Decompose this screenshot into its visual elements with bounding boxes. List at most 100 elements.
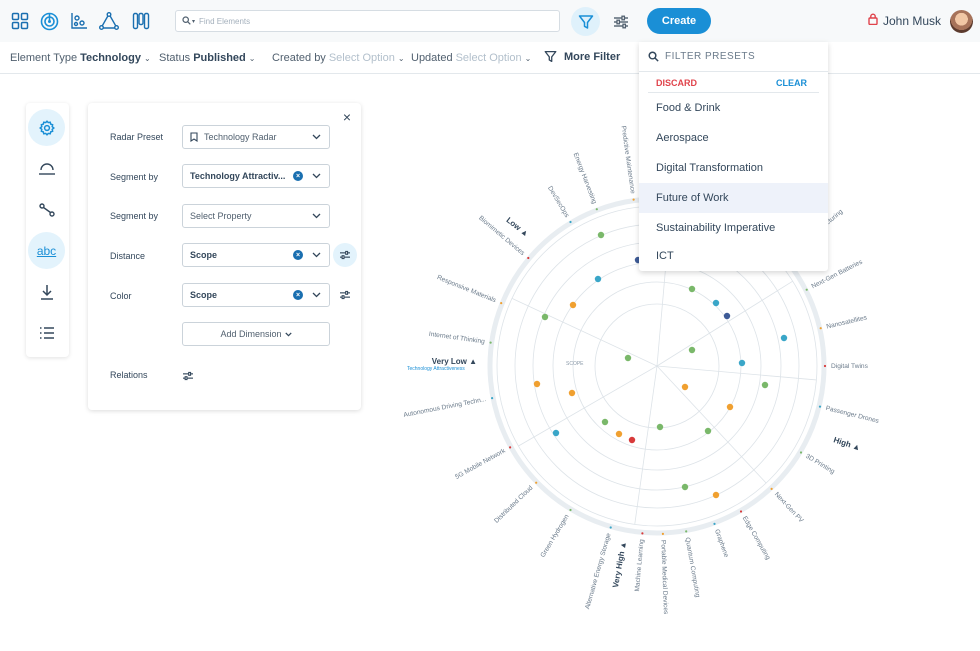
presets-search-bar[interactable]: [639, 42, 828, 72]
status-value: Published: [193, 52, 246, 64]
radar-tech-tick: [739, 510, 743, 513]
arc-segment-button[interactable]: [28, 150, 65, 187]
preset-item-aerospace[interactable]: Aerospace: [656, 132, 709, 144]
radar-icon[interactable]: [38, 10, 60, 32]
link-nodes-icon: [38, 202, 55, 217]
presets-search-input[interactable]: [665, 51, 815, 62]
discard-button[interactable]: DISCARD: [656, 78, 698, 88]
segment-by-secondary-select[interactable]: Select Property: [182, 204, 330, 228]
segment-by-secondary-label: Segment by: [110, 211, 159, 221]
radar-point: [594, 275, 602, 283]
clear-selection-icon[interactable]: ×: [293, 290, 303, 300]
download-button[interactable]: [28, 273, 65, 310]
network-icon[interactable]: [98, 10, 120, 32]
status-filter[interactable]: Status Published ⌄: [159, 52, 255, 64]
radar-point: [723, 312, 731, 320]
list-view-button[interactable]: [28, 314, 65, 351]
scatter-chart-icon[interactable]: [68, 10, 90, 32]
preset-item-sustainability-imperative[interactable]: Sustainability Imperative: [656, 222, 776, 234]
radar-tech-label: Passenger Drones: [825, 405, 880, 425]
funnel-icon: [578, 14, 593, 29]
relations-settings-button[interactable]: [182, 368, 194, 386]
settings-sliders-button[interactable]: [610, 12, 632, 32]
search-dropdown-caret-icon[interactable]: ▾: [192, 18, 196, 25]
element-type-label: Element Type: [10, 52, 78, 64]
relations-button[interactable]: [28, 191, 65, 228]
filter-presets-dropdown: DISCARD CLEAR Food & Drink Aerospace Dig…: [639, 42, 828, 271]
radar-point: [628, 436, 636, 444]
preset-item-future-of-work[interactable]: Future of Work: [639, 183, 828, 213]
radar-segment-label: Very Low ▲: [432, 357, 477, 366]
updated-filter[interactable]: Updated Select Option ⌄: [411, 52, 531, 64]
filter-toggle-button[interactable]: [571, 7, 600, 36]
add-dimension-button[interactable]: Add Dimension: [182, 322, 330, 346]
radar-tech-tick: [805, 288, 808, 291]
color-select[interactable]: Scope ×: [182, 283, 330, 307]
create-button[interactable]: Create: [647, 8, 711, 34]
radar-center-label: SCOPE: [566, 361, 584, 367]
chevron-down-icon: ⌄: [143, 54, 151, 63]
preset-item-digital-transformation[interactable]: Digital Transformation: [656, 162, 763, 174]
radar-point: [541, 313, 549, 321]
search-input[interactable]: [199, 16, 540, 26]
grid-icon[interactable]: [9, 10, 31, 32]
radar-tech-label: DevSecOps: [546, 185, 570, 219]
clear-button[interactable]: CLEAR: [776, 78, 807, 88]
radar-tech-tick: [661, 532, 664, 535]
preset-item-ict[interactable]: ICT: [656, 250, 674, 262]
radar-segment-sublabel: Technology Attractiveness: [407, 366, 465, 372]
labels-button[interactable]: abc: [28, 232, 65, 269]
segment-by-select[interactable]: Technology Attractiv... ×: [182, 164, 330, 188]
radar-tech-tick: [632, 198, 635, 201]
radar-point: [615, 430, 623, 438]
search-bar[interactable]: ▾: [175, 10, 560, 32]
segment-by-label: Segment by: [110, 172, 159, 182]
radar-tech-tick: [713, 522, 716, 525]
segment-by-secondary-value: Select Property: [190, 211, 252, 221]
clear-selection-icon[interactable]: ×: [293, 250, 303, 260]
list-icon: [39, 326, 54, 339]
radar-tech-label: Responsive Materials: [436, 274, 498, 304]
radar-tech-tick: [770, 487, 773, 490]
radar-point: [704, 427, 712, 435]
distance-select[interactable]: Scope ×: [182, 243, 330, 267]
radar-config-panel: × Radar Preset Technology Radar Segment …: [88, 103, 361, 410]
radar-tech-tick: [609, 526, 612, 529]
radar-tech-label: Energy Harvesting: [572, 152, 598, 205]
preset-item-food-drink[interactable]: Food & Drink: [656, 102, 721, 114]
radar-point: [681, 383, 689, 391]
radar-point: [780, 334, 788, 342]
radar-tech-tick: [818, 405, 822, 408]
segment-by-value: Technology Attractiv...: [190, 171, 286, 181]
radar-segment-line: [656, 280, 793, 367]
tool-rail: abc: [26, 103, 69, 357]
radar-preset-select[interactable]: Technology Radar: [182, 125, 330, 149]
radar-tech-label: Machine Learning: [634, 539, 646, 592]
radar-tech-tick: [641, 532, 644, 535]
radar-tech-tick: [819, 327, 822, 330]
settings-button[interactable]: [28, 109, 65, 146]
chevron-down-icon: [309, 213, 323, 219]
sliders-icon: [340, 290, 350, 300]
top-navigation-bar: ▾ Create John Musk: [0, 0, 980, 42]
distance-settings-button[interactable]: [333, 243, 357, 267]
columns-icon[interactable]: [130, 10, 152, 32]
color-settings-button[interactable]: [333, 283, 357, 307]
color-label: Color: [110, 291, 132, 301]
radar-point: [597, 231, 605, 239]
radar-tech-tick: [509, 446, 512, 449]
avatar[interactable]: [950, 10, 973, 33]
chevron-down-icon: [309, 173, 323, 179]
radar-tech-label: Portable Medical Devices: [659, 540, 669, 615]
more-filter-button[interactable]: More Filter: [544, 50, 620, 63]
clear-selection-icon[interactable]: ×: [293, 171, 303, 181]
chevron-down-icon: [309, 252, 323, 258]
radar-tech-label: Distributed Cloud: [493, 484, 534, 524]
add-dimension-label: Add Dimension: [220, 329, 282, 339]
radar-point: [681, 483, 689, 491]
close-icon[interactable]: ×: [342, 109, 351, 125]
element-type-filter[interactable]: Element Type Technology ⌄: [10, 52, 151, 64]
user-menu[interactable]: John Musk: [868, 13, 941, 28]
created-by-filter[interactable]: Created by Select Option ⌄: [272, 52, 405, 64]
radar-point: [601, 418, 609, 426]
